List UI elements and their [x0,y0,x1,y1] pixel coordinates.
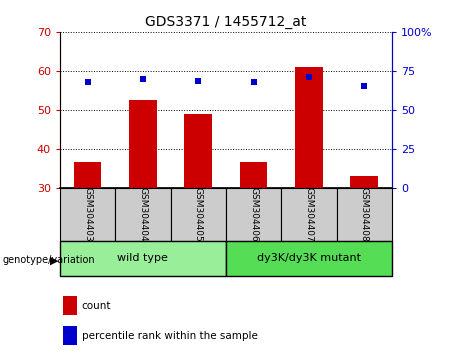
Text: ▶: ▶ [50,255,58,265]
Text: GSM304403: GSM304403 [83,187,92,241]
Bar [226,241,392,276]
Text: count: count [82,301,111,311]
Text: dy3K/dy3K mutant: dy3K/dy3K mutant [257,253,361,263]
Text: GSM304408: GSM304408 [360,187,369,241]
Point [195,78,202,84]
Text: wild type: wild type [118,253,168,263]
Bar [60,188,115,241]
Bar [115,188,171,241]
Bar [240,162,267,188]
Bar [226,188,281,241]
Bar [60,241,226,276]
Text: percentile rank within the sample: percentile rank within the sample [82,331,257,341]
Bar [74,162,101,188]
Bar [295,67,323,188]
Text: genotype/variation: genotype/variation [2,255,95,265]
Point [84,80,91,85]
Point [361,84,368,89]
Bar [171,188,226,241]
Title: GDS3371 / 1455712_at: GDS3371 / 1455712_at [145,16,307,29]
Bar [129,100,157,188]
Bar [63,296,77,315]
Bar [337,188,392,241]
Bar [184,114,212,188]
Bar [63,326,77,346]
Text: GSM304407: GSM304407 [304,187,313,241]
Bar [350,176,378,188]
Point [250,80,257,85]
Bar [281,188,337,241]
Text: GSM304405: GSM304405 [194,187,203,241]
Point [139,76,147,81]
Text: GSM304404: GSM304404 [138,187,148,241]
Point [305,74,313,80]
Text: GSM304406: GSM304406 [249,187,258,241]
